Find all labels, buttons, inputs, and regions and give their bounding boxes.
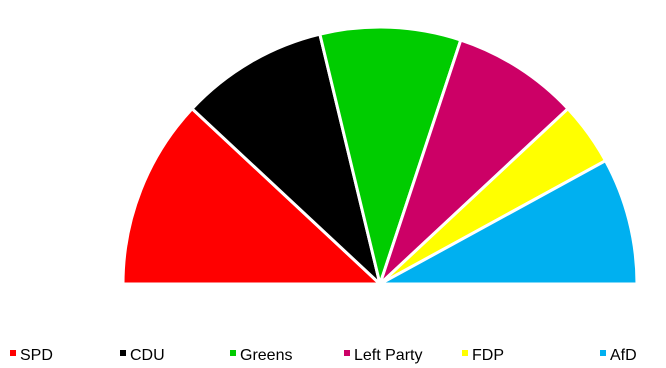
chart-slices (121, 25, 639, 286)
legend-item-spd: SPD (10, 347, 53, 364)
legend-label: FDP (472, 347, 504, 364)
legend-swatch (10, 350, 16, 356)
legend-swatch (120, 350, 126, 356)
slice-greens (318, 25, 463, 286)
legend-item-greens: Greens (230, 347, 292, 364)
chart-legend: SPD CDU Greens Left Party FDP AfD (10, 347, 637, 364)
slice-afd (378, 159, 639, 286)
slice-cdu (190, 32, 382, 286)
slice-left-party (378, 38, 570, 286)
legend-label: Greens (240, 347, 292, 364)
legend-swatch (344, 350, 350, 356)
legend-item-fdp: FDP (462, 347, 504, 364)
legend-item-cdu: CDU (120, 347, 165, 364)
legend-label: AfD (610, 347, 637, 364)
slice-spd (121, 107, 382, 286)
legend-swatch (600, 350, 606, 356)
legend-swatch (230, 350, 236, 356)
legend-label: Left Party (354, 347, 422, 364)
legend-item-left-party: Left Party (344, 347, 422, 364)
legend-label: CDU (130, 347, 165, 364)
legend-item-afd: AfD (600, 347, 637, 364)
legend-label: SPD (20, 347, 53, 364)
legend-swatch (462, 350, 468, 356)
